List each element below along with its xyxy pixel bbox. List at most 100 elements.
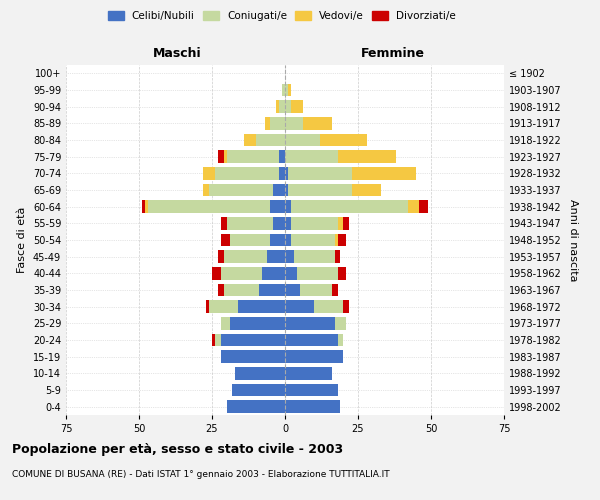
Bar	[212, 267, 221, 280]
Text: Popolazione per età, sesso e stato civile - 2003: Popolazione per età, sesso e stato civil…	[12, 442, 343, 456]
Bar	[221, 317, 230, 330]
Bar	[285, 367, 332, 380]
Bar	[288, 184, 352, 196]
Bar	[206, 300, 209, 313]
Bar	[285, 400, 340, 413]
Bar	[291, 100, 302, 113]
Bar	[285, 267, 296, 280]
Bar	[285, 234, 291, 246]
Bar	[288, 84, 291, 96]
Bar	[271, 117, 285, 130]
Bar	[221, 234, 230, 246]
Bar	[221, 334, 285, 346]
Bar	[218, 250, 224, 263]
Bar	[238, 300, 285, 313]
Bar	[203, 167, 215, 179]
Bar	[285, 184, 288, 196]
Text: Maschi: Maschi	[152, 47, 201, 60]
Bar	[271, 200, 285, 213]
Bar	[343, 217, 349, 230]
Bar	[320, 134, 367, 146]
Bar	[285, 150, 338, 163]
Bar	[279, 167, 285, 179]
Bar	[285, 250, 294, 263]
Bar	[244, 134, 256, 146]
Bar	[285, 134, 320, 146]
Bar	[291, 234, 335, 246]
Bar	[262, 267, 285, 280]
Bar	[215, 334, 221, 346]
Bar	[215, 167, 279, 179]
Bar	[285, 117, 302, 130]
Text: COMUNE DI BUSANA (RE) - Dati ISTAT 1° gennaio 2003 - Elaborazione TUTTITALIA.IT: COMUNE DI BUSANA (RE) - Dati ISTAT 1° ge…	[12, 470, 389, 479]
Bar	[335, 250, 340, 263]
Bar	[352, 167, 416, 179]
Bar	[285, 350, 343, 363]
Bar	[338, 267, 346, 280]
Bar	[285, 334, 338, 346]
Bar	[302, 117, 332, 130]
Bar	[259, 284, 285, 296]
Bar	[352, 184, 382, 196]
Bar	[285, 284, 299, 296]
Bar	[338, 234, 346, 246]
Bar	[288, 167, 352, 179]
Bar	[227, 217, 274, 230]
Legend: Celibi/Nubili, Coniugati/e, Vedovi/e, Divorziati/e: Celibi/Nubili, Coniugati/e, Vedovi/e, Di…	[105, 8, 459, 24]
Bar	[291, 217, 338, 230]
Bar	[285, 217, 291, 230]
Bar	[265, 117, 271, 130]
Bar	[268, 250, 285, 263]
Bar	[221, 350, 285, 363]
Bar	[338, 334, 343, 346]
Bar	[338, 217, 343, 230]
Bar	[299, 284, 332, 296]
Bar	[343, 300, 349, 313]
Bar	[291, 200, 407, 213]
Bar	[227, 400, 285, 413]
Bar	[232, 384, 285, 396]
Bar	[285, 84, 288, 96]
Bar	[224, 250, 268, 263]
Bar	[218, 284, 224, 296]
Bar	[224, 150, 227, 163]
Bar	[285, 100, 291, 113]
Bar	[335, 234, 338, 246]
Bar	[274, 217, 285, 230]
Bar	[221, 267, 262, 280]
Bar	[335, 317, 346, 330]
Bar	[285, 167, 288, 179]
Bar	[212, 334, 215, 346]
Bar	[276, 100, 279, 113]
Bar	[285, 317, 335, 330]
Bar	[145, 200, 148, 213]
Bar	[338, 150, 396, 163]
Bar	[296, 267, 338, 280]
Bar	[332, 284, 338, 296]
Bar	[203, 184, 209, 196]
Y-axis label: Fasce di età: Fasce di età	[17, 207, 27, 273]
Bar	[285, 200, 291, 213]
Bar	[142, 200, 145, 213]
Bar	[285, 384, 338, 396]
Bar	[224, 284, 259, 296]
Bar	[279, 150, 285, 163]
Bar	[282, 84, 285, 96]
Bar	[256, 134, 285, 146]
Bar	[148, 200, 271, 213]
Bar	[274, 184, 285, 196]
Bar	[230, 234, 271, 246]
Bar	[285, 300, 314, 313]
Bar	[209, 300, 238, 313]
Bar	[218, 150, 224, 163]
Bar	[235, 367, 285, 380]
Bar	[314, 300, 343, 313]
Y-axis label: Anni di nascita: Anni di nascita	[568, 198, 578, 281]
Bar	[209, 184, 274, 196]
Bar	[271, 234, 285, 246]
Text: Femmine: Femmine	[361, 47, 425, 60]
Bar	[227, 150, 279, 163]
Bar	[279, 100, 285, 113]
Bar	[419, 200, 428, 213]
Bar	[221, 217, 227, 230]
